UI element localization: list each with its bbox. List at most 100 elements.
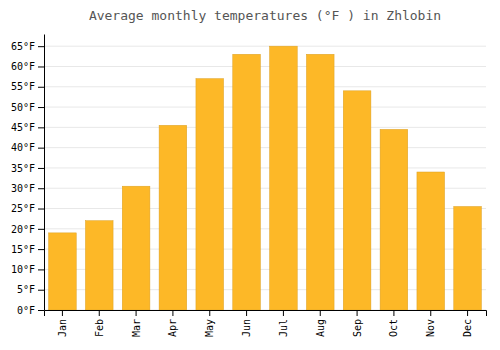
grid-line (44, 86, 486, 87)
y-tick-label: 35°F (11, 163, 35, 174)
y-tick-mark (38, 148, 44, 149)
x-tick-label: Nov (425, 319, 436, 337)
y-tick-label: 55°F (11, 81, 35, 92)
x-tick-label: Jun (241, 319, 252, 337)
bar (454, 207, 482, 311)
y-tick-label: 10°F (11, 264, 35, 275)
x-tick-label: Jul (278, 319, 289, 337)
chart: 0°F 5°F 10°F 15°F 20°F 25°F 30°F 35°F 40°F 45°F 50… (0, 0, 500, 350)
y-tick-mark (38, 249, 44, 250)
x-tick: Apr (167, 310, 178, 337)
y-tick: 10°F (11, 264, 44, 275)
x-tick-mark (357, 310, 358, 316)
x-tick-mark (320, 310, 321, 316)
y-tick-label: 50°F (11, 102, 35, 113)
x-tick: Nov (425, 310, 436, 337)
grid-line (44, 66, 486, 67)
x-tick-mark (172, 310, 173, 316)
y-tick-mark (38, 209, 44, 210)
x-tick-label: Sep (352, 319, 363, 337)
x-tick-mark (209, 310, 210, 316)
y-tick: 15°F (11, 244, 44, 255)
y-tick-label: 40°F (11, 142, 35, 153)
grid-line (44, 127, 486, 128)
x-tick: Aug (315, 310, 326, 337)
x-tick-mark (62, 310, 63, 316)
bar (122, 186, 150, 310)
y-tick-mark (38, 168, 44, 169)
x-tick-label: Dec (462, 319, 473, 337)
y-tick-label: 15°F (11, 244, 35, 255)
x-tick-label: Mar (131, 319, 142, 337)
y-tick-mark (38, 127, 44, 128)
x-tick-mark (393, 310, 394, 316)
y-tick-mark (38, 87, 44, 88)
bar (417, 172, 445, 310)
bar (270, 46, 298, 310)
y-tick: 0°F (17, 305, 44, 316)
x-axis-line (45, 311, 487, 317)
y-tick-label: 0°F (17, 305, 35, 316)
grid-line (44, 167, 486, 168)
y-axis: 0°F 5°F 10°F 15°F 20°F 25°F 30°F 35°F 40°F 45°F 50… (11, 35, 45, 316)
grid (44, 46, 486, 310)
y-axis-line (44, 35, 45, 311)
bar (306, 54, 334, 310)
y-tick-label: 20°F (11, 224, 35, 235)
bar (380, 129, 408, 310)
y-tick: 65°F (11, 41, 44, 52)
y-tick-mark (38, 269, 44, 270)
x-tick: Jun (241, 310, 252, 337)
y-tick: 20°F (11, 224, 44, 235)
y-tick-mark (38, 290, 44, 291)
x-tick-label: Apr (167, 319, 178, 337)
x-tick-mark (136, 310, 137, 316)
y-tick-label: 65°F (11, 41, 35, 52)
grid-line (44, 107, 486, 108)
y-tick-mark (38, 229, 44, 230)
y-tick-label: 25°F (11, 203, 35, 214)
y-tick-mark (38, 46, 44, 47)
y-tick: 5°F (17, 284, 44, 295)
bar (85, 221, 113, 310)
bar (49, 233, 77, 310)
x-tick-label: Jan (57, 319, 68, 337)
y-tick: 60°F (11, 61, 44, 72)
y-tick: 30°F (11, 183, 44, 194)
x-tick-mark (99, 310, 100, 316)
x-axis: Jan Feb Mar Apr May Jun Jul Aug Sep Oct Nov Dec (45, 310, 487, 337)
x-tick: Feb (94, 310, 105, 337)
grid-line (44, 46, 486, 47)
y-tick: 40°F (11, 142, 44, 153)
x-tick: Dec (462, 310, 473, 337)
x-tick: Jul (278, 310, 289, 337)
x-tick-label: Aug (315, 319, 326, 337)
bars (49, 46, 482, 310)
title: Average monthly temperatures (°F ) in Zh… (89, 8, 441, 23)
y-tick-label: 45°F (11, 122, 35, 133)
x-tick: Sep (352, 310, 363, 337)
x-tick-mark (467, 310, 468, 316)
x-tick: Jan (57, 310, 68, 337)
y-tick: 35°F (11, 163, 44, 174)
y-tick-label: 60°F (11, 61, 35, 72)
x-tick-label: Oct (388, 319, 399, 337)
x-tick: Oct (388, 310, 399, 337)
y-tick-label: 5°F (17, 284, 35, 295)
x-tick: May (204, 310, 215, 337)
bar (233, 54, 261, 310)
x-tick-mark (430, 310, 431, 316)
x-tick-mark (283, 310, 284, 316)
y-tick: 25°F (11, 203, 44, 214)
bar (196, 79, 224, 310)
y-tick-mark (38, 188, 44, 189)
bar (343, 91, 371, 310)
y-tick-label: 30°F (11, 183, 35, 194)
x-tick-label: May (204, 319, 215, 337)
x-tick-label: Feb (94, 319, 105, 337)
y-tick: 45°F (11, 122, 44, 133)
y-tick: 50°F (11, 102, 44, 113)
x-tick: Mar (131, 310, 142, 337)
y-tick: 55°F (11, 81, 44, 92)
y-tick-mark (38, 310, 44, 311)
